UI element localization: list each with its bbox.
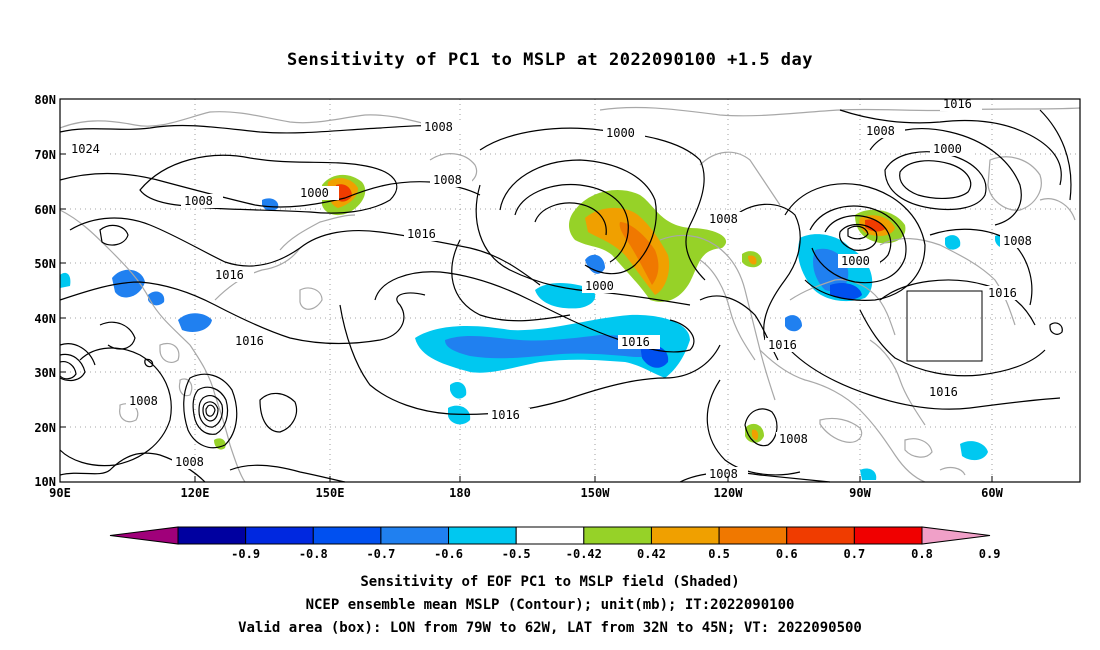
colorbar-tick-label: -0.5 — [502, 547, 531, 561]
lon-label: 150E — [316, 486, 345, 500]
lat-label: 30N — [34, 366, 56, 380]
contour-labels: 1024 1008 1008 1008 1000 1000 1008 1016 … — [68, 97, 1042, 481]
contour-label: 1016 — [929, 385, 958, 399]
colorbar-tick-label: 0.7 — [844, 547, 866, 561]
colorbar-swatch — [718, 526, 788, 545]
contour-label: 1008 — [866, 124, 895, 138]
lat-label: 40N — [34, 312, 56, 326]
contour-label: 1008 — [175, 455, 204, 469]
mslp-contours — [59, 109, 1072, 483]
contour-label: 1008 — [184, 194, 213, 208]
negative-sensitivity-shading — [60, 198, 1009, 480]
contour-label: 1000 — [300, 186, 329, 200]
colorbar-tick-label: -0.42 — [566, 547, 602, 561]
map-panel: 1024 1008 1008 1008 1000 1000 1008 1016 … — [34, 93, 1081, 500]
contour-label: 1016 — [235, 334, 264, 348]
contour-label: 1000 — [585, 279, 614, 293]
contour-label: 1000 — [933, 142, 962, 156]
colorbar-tick-label: 0.6 — [776, 547, 798, 561]
lat-label: 20N — [34, 421, 56, 435]
lon-label: 60W — [981, 486, 1003, 500]
colorbar-tick-label: 0.9 — [979, 547, 1001, 561]
colorbar-cap-high — [921, 526, 991, 545]
contour-label: 1008 — [433, 173, 462, 187]
lat-label: 50N — [34, 257, 56, 271]
colorbar-swatch — [245, 526, 314, 545]
colorbar-tick-label: -0.8 — [299, 547, 328, 561]
contour-label: 1008 — [424, 120, 453, 134]
contour-label: 1016 — [491, 408, 520, 422]
contour-label: 1000 — [841, 254, 870, 268]
colorbar-tick-label: -0.9 — [231, 547, 260, 561]
lon-label: 150W — [581, 486, 611, 500]
footer-line-2: NCEP ensemble mean MSLP (Contour); unit(… — [305, 597, 795, 613]
contour-label: 1016 — [621, 335, 650, 349]
lat-label: 60N — [34, 203, 56, 217]
contour-label: 1016 — [943, 97, 972, 111]
lat-label: 80N — [34, 93, 56, 107]
contour-label: 1016 — [768, 338, 797, 352]
positive-sensitivity-shading — [214, 174, 906, 450]
colorbar-tick-label: -0.7 — [366, 547, 395, 561]
colorbar: -0.9 -0.8 -0.7 -0.6 -0.5 -0.42 0.42 0.5 0.6 0.7 0.… — [109, 526, 1001, 561]
footer-line-3: Valid area (box): LON from 79W to 62W, L… — [238, 620, 862, 636]
coastlines — [59, 106, 1081, 483]
colorbar-tick-label: 0.42 — [637, 547, 666, 561]
colorbar-swatch — [650, 526, 720, 545]
colorbar-cap-low — [109, 526, 179, 545]
colorbar-tick-label: -0.6 — [434, 547, 463, 561]
contour-label: 1008 — [709, 212, 738, 226]
tick-marks — [60, 98, 993, 482]
colorbar-tick-label: 0.8 — [911, 547, 933, 561]
contour-label: 1008 — [709, 467, 738, 481]
colorbar-tick-label: 0.5 — [708, 547, 730, 561]
colorbar-swatch — [583, 526, 652, 545]
colorbar-swatch — [312, 526, 382, 545]
colorbar-swatch — [853, 526, 923, 545]
lon-label: 180 — [449, 486, 471, 500]
colorbar-swatch — [786, 526, 855, 545]
chart-title: Sensitivity of PC1 to MSLP at 2022090100… — [286, 50, 813, 70]
lat-label: 70N — [34, 148, 56, 162]
contour-label: 1000 — [606, 126, 635, 140]
footer-line-1: Sensitivity of EOF PC1 to MSLP field (Sh… — [360, 574, 740, 590]
contour-label: 1016 — [407, 227, 436, 241]
contour-label: 1024 — [71, 142, 100, 156]
colorbar-swatch — [515, 526, 585, 545]
contour-label: 1016 — [215, 268, 244, 282]
lon-label: 90E — [49, 486, 71, 500]
lat-label: 10N — [34, 475, 56, 489]
colorbar-swatch — [177, 526, 247, 545]
longitude-labels: 90E 120E 150E 180 150W 120W 90W 60W — [49, 486, 1003, 500]
contour-label: 1008 — [129, 394, 158, 408]
colorbar-swatch — [448, 526, 517, 545]
lon-label: 90W — [849, 486, 871, 500]
contour-label: 1016 — [988, 286, 1017, 300]
contour-label: 1008 — [779, 432, 808, 446]
colorbar-swatch — [380, 526, 450, 545]
contour-label: 1008 — [1003, 234, 1032, 248]
lon-label: 120E — [181, 486, 210, 500]
lon-label: 120W — [714, 486, 744, 500]
valid-area-box — [906, 290, 983, 362]
latitude-labels: 80N 70N 60N 50N 40N 30N 20N 10N — [34, 93, 56, 489]
